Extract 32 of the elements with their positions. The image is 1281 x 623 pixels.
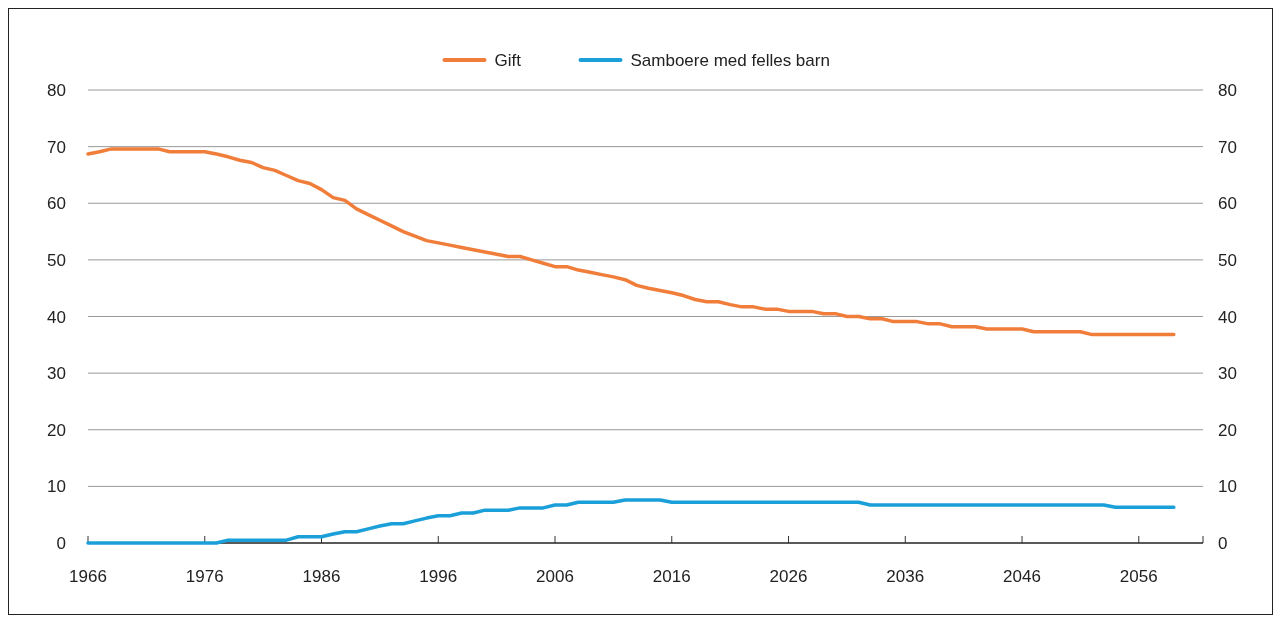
y2-tick-label: 60 [1218,194,1237,214]
x-tick-label: 2046 [1003,567,1041,586]
line-series [86,147,1176,337]
x-tick-label: 2056 [1119,567,1158,586]
x-tick-label: 2016 [652,567,691,586]
y-tick-label: 30 [47,364,66,384]
x-tick-label: 2006 [536,567,574,586]
x-tick-label: 2036 [886,567,925,586]
y-tick-label: 50 [47,250,66,270]
x-tick-label: 1986 [302,567,341,586]
x-tick-label: 1976 [185,567,224,586]
y-tick-label: 0 [56,534,66,553]
y2-tick-label: 80 [1218,81,1237,100]
line-series [86,498,1176,545]
y2-tick-label: 10 [1218,477,1237,497]
y-tick-label: 20 [47,420,66,440]
y-tick-label: 80 [47,81,66,100]
legend-label: Samboere med felles barn [630,51,830,70]
y2-tick-label: 70 [1218,137,1237,157]
y2-tick-label: 30 [1218,364,1237,384]
y-tick-label: 60 [47,194,66,214]
y2-tick-label: 20 [1218,420,1237,440]
y-tick-label: 40 [47,307,66,327]
y2-tick-label: 0 [1218,534,1228,553]
y-tick-label: 70 [47,137,66,157]
x-tick-label: 2026 [769,567,808,586]
x-tick-label: 1966 [69,567,107,586]
y-tick-label: 10 [47,477,66,497]
legend-label: Gift [494,51,522,70]
y2-tick-label: 40 [1218,307,1237,327]
y2-tick-label: 50 [1218,250,1237,270]
x-tick-label: 1996 [419,567,458,586]
